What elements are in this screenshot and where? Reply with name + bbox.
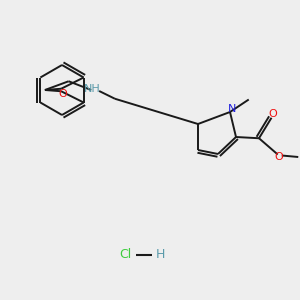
Text: NH: NH <box>84 84 100 94</box>
Text: H: H <box>155 248 165 262</box>
Text: O: O <box>268 109 277 119</box>
Text: Cl: Cl <box>119 248 131 262</box>
Text: O: O <box>274 152 283 161</box>
Text: N: N <box>228 104 236 114</box>
Text: O: O <box>59 89 68 99</box>
